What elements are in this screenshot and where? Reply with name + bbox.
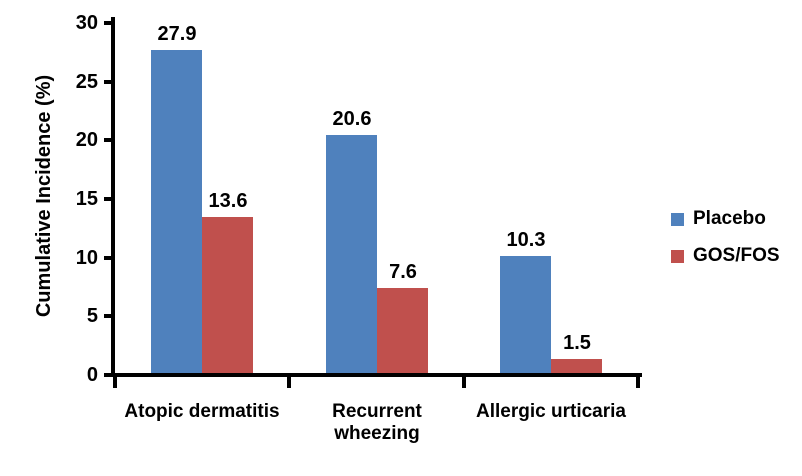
y-axis-tick-label: 10	[75, 247, 98, 269]
y-axis-tick-label: 30	[75, 12, 98, 34]
bar-placebo-recurrent-wheezing	[326, 135, 377, 377]
bar-value-label: 27.9	[157, 23, 197, 45]
x-axis-tick	[287, 375, 291, 388]
legend-label: GOS/FOS	[693, 245, 780, 266]
y-axis-tick	[104, 314, 115, 318]
bar-gos-fos-atopic-dermatitis	[202, 217, 253, 377]
bar-placebo-allergic-urticaria	[500, 256, 551, 377]
y-axis-tick-label: 0	[86, 364, 98, 386]
category-label-atopic-dermatitis: Atopic dermatitis	[124, 401, 280, 422]
bar-gos-fos-recurrent-wheezing	[377, 288, 428, 377]
legend-item-placebo: Placebo	[671, 206, 766, 232]
y-axis-tick-label: 5	[86, 305, 98, 327]
y-axis-tick	[104, 21, 115, 25]
y-axis-tick	[104, 197, 115, 201]
legend-label: Placebo	[693, 208, 766, 229]
legend-item-gos-fos: GOS/FOS	[671, 243, 780, 269]
x-axis-tick	[462, 375, 466, 388]
bar-value-label: 10.3	[506, 229, 546, 251]
x-axis-tick	[113, 375, 117, 388]
y-axis-tick-label: 15	[75, 188, 98, 210]
legend-swatch-gos-fos	[671, 249, 684, 263]
bar-value-label: 7.6	[389, 261, 417, 283]
x-axis-tick	[636, 375, 640, 388]
y-axis-tick	[104, 80, 115, 84]
y-axis-tick-label: 25	[75, 71, 98, 93]
y-axis-tick	[104, 138, 115, 142]
bar-placebo-atopic-dermatitis	[151, 50, 202, 377]
category-label-recurrent-wheezing: Recurrent wheezing	[332, 401, 422, 444]
bar-gos-fos-allergic-urticaria	[551, 359, 602, 377]
y-axis-tick	[104, 256, 115, 260]
y-axis-tick	[104, 373, 115, 377]
y-axis-line	[111, 17, 115, 377]
bar-value-label: 13.6	[208, 190, 248, 212]
category-label-allergic-urticaria: Allergic urticaria	[476, 401, 626, 422]
legend-swatch-placebo	[671, 212, 684, 226]
bar-value-label: 1.5	[563, 332, 591, 354]
y-axis-tick-label: 20	[75, 129, 98, 151]
bar-value-label: 20.6	[332, 108, 372, 130]
x-axis-line	[111, 373, 642, 377]
